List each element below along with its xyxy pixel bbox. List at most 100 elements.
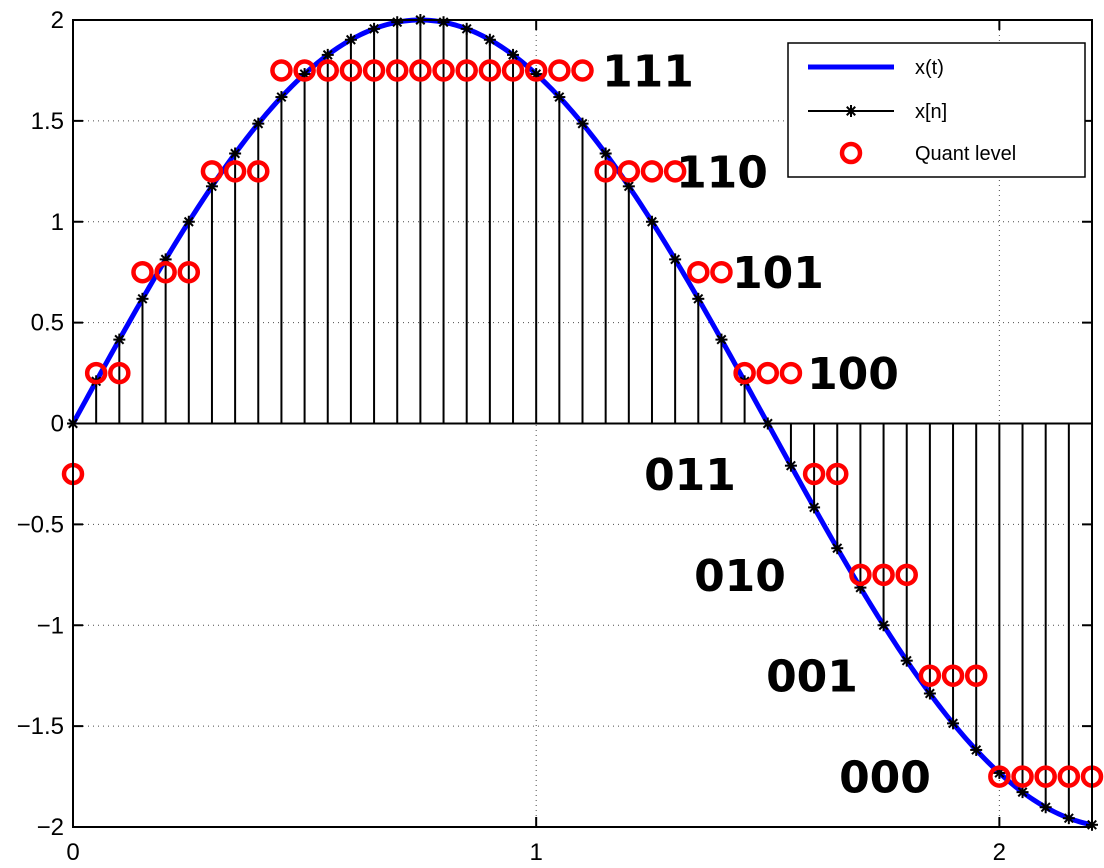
sample-marker [182, 215, 195, 228]
sample-marker [252, 117, 265, 130]
sample-marker [321, 48, 334, 61]
quant-level-point [617, 160, 641, 183]
y-tick-label: 0.5 [31, 310, 64, 337]
code-label-011: 011 [644, 450, 736, 501]
quant-level-point [247, 160, 270, 183]
sample-marker [808, 501, 821, 514]
sample-marker [1062, 812, 1075, 825]
code-labels: 111 110 101 100 011 010 001 000 [602, 46, 931, 803]
code-label-001: 001 [766, 652, 858, 703]
y-tick-label: 0 [51, 411, 64, 438]
sample-marker [947, 717, 960, 730]
y-tick-label: −2 [37, 814, 64, 841]
legend-label: x(t) [915, 57, 944, 79]
quant-level-point [524, 59, 548, 82]
sample-marker [113, 333, 126, 346]
y-tick-label: −0.5 [17, 511, 64, 538]
code-label-110: 110 [676, 147, 768, 198]
sample-marker [136, 292, 149, 305]
sample-marker [900, 654, 913, 667]
sample-stems [73, 20, 1093, 825]
sample-marker [692, 292, 705, 305]
sample-marker [645, 215, 658, 228]
quant-level-point [548, 59, 571, 82]
code-label-111: 111 [602, 46, 694, 97]
quant-level-point [918, 664, 942, 687]
quant-level-point [200, 160, 224, 183]
y-tick-label: 2 [51, 7, 64, 34]
quant-level-point [501, 59, 525, 82]
quant-level-point [1011, 765, 1034, 788]
quant-level-point [988, 765, 1011, 788]
sample-marker [275, 91, 288, 104]
legend: x(t) x[n] Quant level [787, 42, 1086, 178]
quant-level-point [316, 59, 339, 82]
quant-level-point [640, 160, 664, 183]
quant-level-point [455, 59, 478, 82]
tick-labels: 0 1 2 2 1.5 1 0.5 0 −0.5 −1 −1.5 −2 [17, 7, 1006, 866]
quant-level-point [594, 160, 617, 183]
quant-level-point [84, 361, 108, 385]
quant-level-point [131, 260, 154, 284]
axes [72, 19, 1093, 828]
sample-marker [576, 117, 589, 130]
quant-level-point [571, 59, 594, 82]
x-tick-label: 1 [530, 839, 543, 866]
sample-marker [1039, 801, 1052, 814]
quant-level-point [385, 59, 409, 82]
sample-marker [599, 147, 612, 160]
x-tick-label: 0 [66, 839, 79, 866]
quant-level-point [339, 59, 363, 82]
quant-level-point [154, 260, 177, 284]
sample-marker [229, 147, 242, 160]
quant-level-point [478, 59, 502, 82]
y-tick-label: −1.5 [17, 713, 64, 740]
code-label-100: 100 [807, 349, 899, 400]
quant-level-point [941, 664, 965, 687]
sample-marker [715, 333, 728, 346]
quant-level-point [756, 361, 780, 385]
sample-marker [368, 22, 381, 35]
sample-marker [344, 33, 357, 46]
sample-marker [761, 417, 774, 430]
quant-level-point [964, 664, 988, 687]
quant-level-point [270, 59, 293, 82]
quant-level-point [1057, 765, 1081, 788]
sample-marker [877, 619, 890, 632]
sample-marker [669, 253, 682, 266]
legend-label: Quant level [915, 143, 1016, 165]
quant-level-point [432, 59, 455, 82]
legend-swatch-quant [839, 141, 863, 165]
code-label-101: 101 [732, 248, 824, 299]
y-tick-label: 1 [51, 209, 64, 236]
quant-level-point [1034, 765, 1057, 788]
quant-level-point [409, 59, 432, 82]
quant-level-point [663, 160, 687, 183]
quant-level-point [108, 361, 131, 385]
quant-level-point [826, 462, 849, 486]
quant-level-point [710, 260, 733, 284]
quant-level-point [362, 59, 386, 82]
quant-level-point [849, 563, 872, 587]
quant-level-markers [61, 59, 1104, 788]
code-label-000: 000 [839, 753, 931, 804]
quant-level-point [733, 361, 756, 385]
sample-marker [437, 16, 450, 29]
sample-marker [970, 743, 983, 756]
sample-marker [553, 91, 566, 104]
sample-marker [784, 459, 797, 472]
y-tick-label: −1 [37, 612, 64, 639]
quant-level-point [895, 563, 918, 587]
quant-level-point [802, 462, 826, 486]
sample-marker [460, 22, 473, 35]
quant-level-point [293, 59, 316, 82]
sample-marker [923, 687, 936, 700]
legend-asterisk-marker [845, 105, 857, 117]
legend-label: x[n] [915, 101, 947, 123]
code-label-010: 010 [694, 551, 786, 602]
y-tick-label: 1.5 [31, 108, 64, 135]
sample-marker [831, 542, 844, 555]
sample-marker [391, 16, 404, 29]
quant-level-point [223, 160, 247, 183]
